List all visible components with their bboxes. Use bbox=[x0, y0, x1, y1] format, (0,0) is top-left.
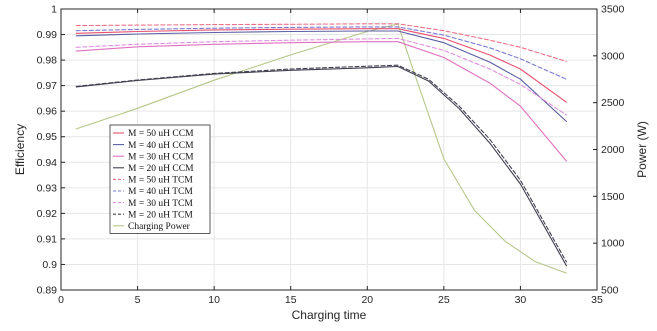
y-left-tick-label: 0.96 bbox=[37, 106, 58, 118]
series-line-3 bbox=[75, 65, 567, 267]
x-tick-label: 5 bbox=[135, 294, 141, 306]
y-axis-label-right: Power (W) bbox=[635, 121, 649, 178]
y-left-tick-label: 0.95 bbox=[37, 131, 58, 143]
legend-entry-label: M = 50 uH TCM bbox=[128, 176, 193, 186]
series-line-4 bbox=[75, 23, 567, 62]
legend-entry-label: M = 40 uH CCM bbox=[128, 141, 194, 151]
y-left-tick-label: 0.98 bbox=[37, 55, 58, 67]
legend-entry-label: M = 30 uH TCM bbox=[128, 199, 193, 209]
x-tick-label: 35 bbox=[591, 294, 603, 306]
x-tick-label: 25 bbox=[438, 294, 450, 306]
x-tick-label: 15 bbox=[285, 294, 297, 306]
legend-entry-label: M = 20 uH TCM bbox=[128, 210, 193, 220]
legend-box bbox=[109, 124, 211, 234]
y-left-tick-label: 0.92 bbox=[37, 208, 58, 220]
legend-entry-label: M = 20 uH CCM bbox=[128, 164, 194, 174]
series-line-0 bbox=[75, 28, 567, 103]
series-line-2 bbox=[75, 41, 567, 162]
x-axis-label: Charging time bbox=[292, 308, 367, 322]
y-right-tick-label: 1500 bbox=[601, 191, 625, 203]
y-left-tick-label: 0.89 bbox=[37, 285, 58, 297]
y-right-tick-label: 3500 bbox=[601, 4, 625, 16]
y-left-tick-label: 0.97 bbox=[37, 80, 58, 92]
x-tick-label: 30 bbox=[515, 294, 527, 306]
ticks: 0 5 10 15 20 25 30 35 0.89 0.9 0.91 0.92 0.93 0.94 0.9… bbox=[37, 4, 625, 307]
y-right-tick-label: 500 bbox=[601, 285, 619, 297]
y-left-tick-label: 0.99 bbox=[37, 29, 58, 41]
series-line-1 bbox=[75, 30, 567, 122]
y-axis-label-left: Efficiency bbox=[13, 124, 27, 175]
y-left-tick-label: 0.94 bbox=[37, 157, 58, 169]
series-line-5 bbox=[75, 26, 567, 80]
legend-entry-label: M = 30 uH CCM bbox=[128, 152, 194, 162]
legend-entry-label: Charging Power bbox=[128, 222, 191, 232]
series-layer bbox=[75, 23, 567, 274]
y-right-tick-label: 3000 bbox=[601, 50, 625, 62]
x-tick-label: 10 bbox=[208, 294, 220, 306]
y-left-tick-label: 0.9 bbox=[42, 259, 57, 271]
legend-entry-label: M = 50 uH CCM bbox=[128, 129, 194, 139]
y-left-tick-label: 1 bbox=[51, 4, 57, 16]
series-line-6 bbox=[75, 37, 567, 116]
y-left-tick-label: 0.93 bbox=[37, 182, 58, 194]
y-right-tick-label: 2500 bbox=[601, 97, 625, 109]
y-left-tick-label: 0.91 bbox=[37, 233, 58, 245]
y-right-tick-label: 1000 bbox=[601, 238, 625, 250]
x-tick-label: 0 bbox=[58, 294, 64, 306]
series-line-7 bbox=[75, 64, 567, 263]
series-line-8 bbox=[75, 23, 567, 274]
y-right-tick-label: 2000 bbox=[601, 144, 625, 156]
x-tick-label: 20 bbox=[361, 294, 373, 306]
legend-entry-label: M = 40 uH TCM bbox=[128, 187, 193, 197]
